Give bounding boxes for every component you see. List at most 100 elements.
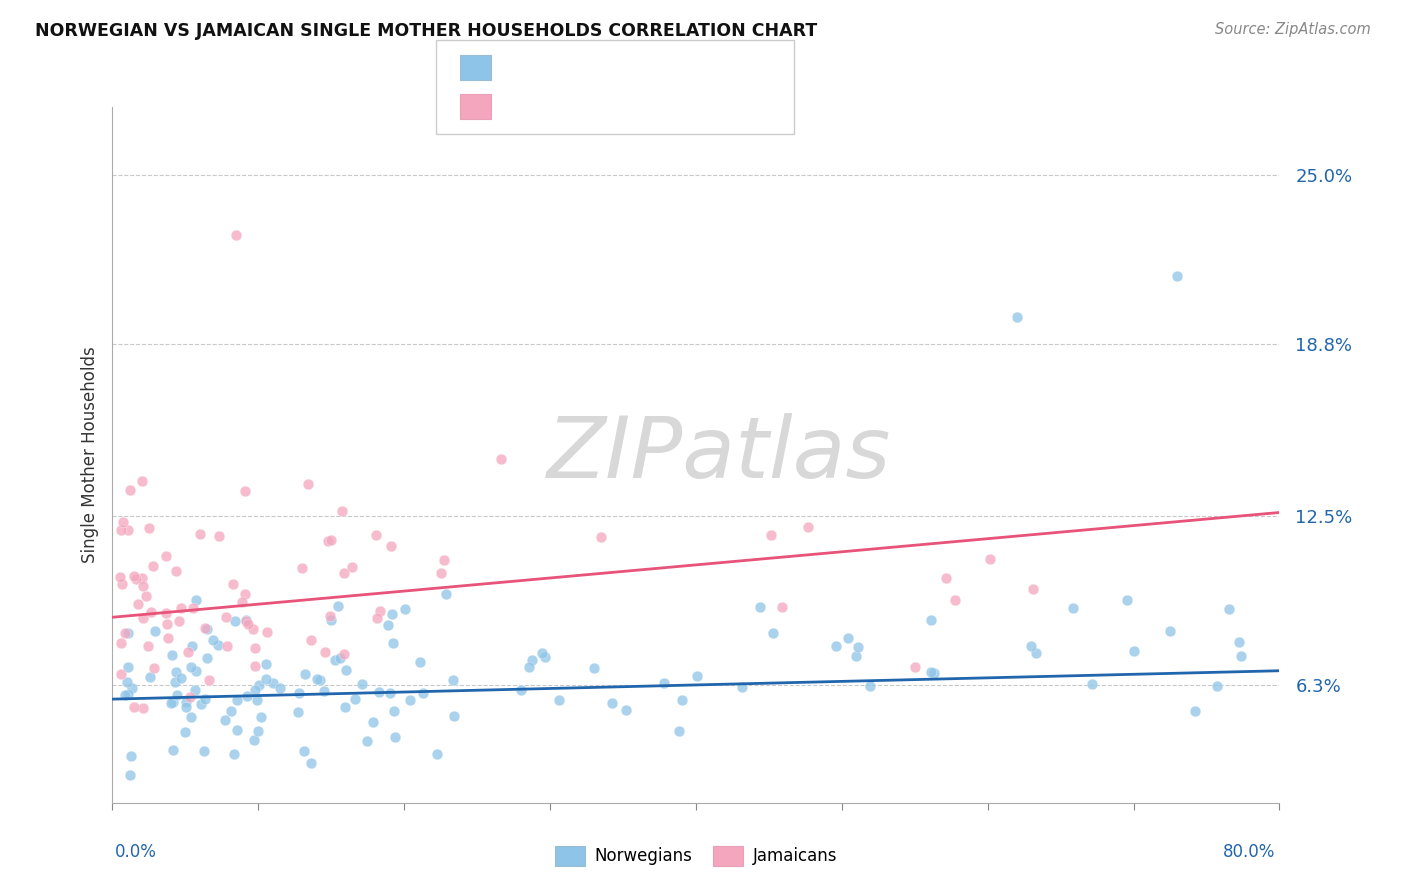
Point bbox=[235, 614, 257, 628]
Point bbox=[329, 651, 352, 665]
Point bbox=[225, 723, 247, 738]
Point bbox=[246, 692, 269, 706]
Point bbox=[333, 699, 356, 714]
Point bbox=[225, 228, 247, 243]
Point bbox=[824, 639, 846, 653]
Point bbox=[120, 748, 142, 763]
Point bbox=[166, 688, 188, 702]
Point bbox=[443, 673, 465, 687]
Point bbox=[110, 636, 132, 650]
Point bbox=[117, 675, 139, 690]
Text: R =: R = bbox=[505, 59, 536, 77]
Text: N =: N = bbox=[620, 97, 651, 115]
Point bbox=[668, 723, 690, 738]
Point bbox=[321, 613, 343, 627]
Point bbox=[412, 686, 434, 700]
Point bbox=[162, 695, 184, 709]
Point bbox=[246, 723, 269, 738]
Point bbox=[380, 539, 402, 553]
Text: 123: 123 bbox=[659, 59, 692, 77]
Point bbox=[1081, 676, 1104, 690]
Point bbox=[207, 638, 229, 652]
Point bbox=[160, 648, 183, 662]
Point bbox=[181, 601, 204, 615]
Point bbox=[1005, 310, 1028, 325]
Point bbox=[1230, 648, 1253, 663]
Point bbox=[1218, 601, 1240, 615]
Point bbox=[1184, 704, 1206, 718]
Point bbox=[530, 646, 553, 660]
Point bbox=[845, 648, 868, 663]
Point bbox=[180, 640, 202, 654]
Point bbox=[235, 689, 257, 703]
Point bbox=[433, 553, 456, 567]
Point bbox=[242, 622, 264, 636]
Point bbox=[770, 600, 793, 615]
Point bbox=[124, 700, 146, 714]
Point bbox=[194, 621, 217, 635]
Point bbox=[316, 533, 339, 548]
Point bbox=[1159, 624, 1181, 639]
Point bbox=[167, 615, 190, 629]
Text: R =: R = bbox=[505, 97, 536, 115]
Point bbox=[156, 617, 179, 632]
Point bbox=[245, 641, 267, 656]
Point bbox=[299, 756, 322, 770]
Point bbox=[366, 611, 388, 625]
Point bbox=[135, 589, 157, 603]
Point bbox=[194, 691, 217, 706]
Point bbox=[409, 655, 432, 669]
Point bbox=[186, 593, 208, 607]
Point bbox=[394, 601, 416, 615]
Point bbox=[169, 671, 191, 685]
Point bbox=[114, 688, 136, 702]
Point bbox=[138, 521, 160, 535]
Point bbox=[1062, 601, 1084, 615]
Point bbox=[114, 626, 136, 640]
Point bbox=[117, 626, 139, 640]
Point bbox=[122, 569, 145, 583]
Point bbox=[520, 653, 543, 667]
Point bbox=[846, 640, 869, 654]
Point bbox=[368, 604, 391, 618]
Point bbox=[166, 665, 188, 680]
Point bbox=[215, 610, 238, 624]
Point bbox=[180, 660, 202, 674]
Point bbox=[177, 645, 200, 659]
Point bbox=[382, 636, 405, 650]
Point bbox=[131, 474, 153, 488]
Point bbox=[319, 533, 342, 548]
Y-axis label: Single Mother Households: Single Mother Households bbox=[80, 347, 98, 563]
Point bbox=[333, 647, 356, 661]
Point bbox=[138, 670, 160, 684]
Point bbox=[920, 665, 942, 679]
Point bbox=[195, 651, 218, 665]
Point bbox=[112, 515, 135, 529]
Point bbox=[170, 601, 193, 615]
Point bbox=[184, 683, 207, 698]
Point bbox=[340, 559, 363, 574]
Point bbox=[221, 704, 243, 718]
Point bbox=[380, 686, 402, 700]
Point bbox=[179, 690, 201, 704]
Point bbox=[943, 593, 966, 607]
Point bbox=[208, 528, 231, 542]
Point bbox=[305, 673, 328, 687]
Point bbox=[294, 666, 316, 681]
Text: Source: ZipAtlas.com: Source: ZipAtlas.com bbox=[1215, 22, 1371, 37]
Point bbox=[759, 527, 782, 541]
Point bbox=[299, 633, 322, 648]
Point bbox=[381, 607, 404, 622]
Point bbox=[186, 664, 208, 678]
Point bbox=[236, 617, 259, 632]
Point bbox=[215, 639, 238, 653]
Point bbox=[120, 768, 142, 782]
Point bbox=[517, 660, 540, 674]
Point bbox=[254, 672, 277, 686]
Point bbox=[165, 564, 187, 578]
Point bbox=[180, 709, 202, 723]
Point bbox=[398, 692, 420, 706]
Point bbox=[352, 677, 374, 691]
Point bbox=[131, 579, 153, 593]
Text: 78: 78 bbox=[659, 97, 681, 115]
